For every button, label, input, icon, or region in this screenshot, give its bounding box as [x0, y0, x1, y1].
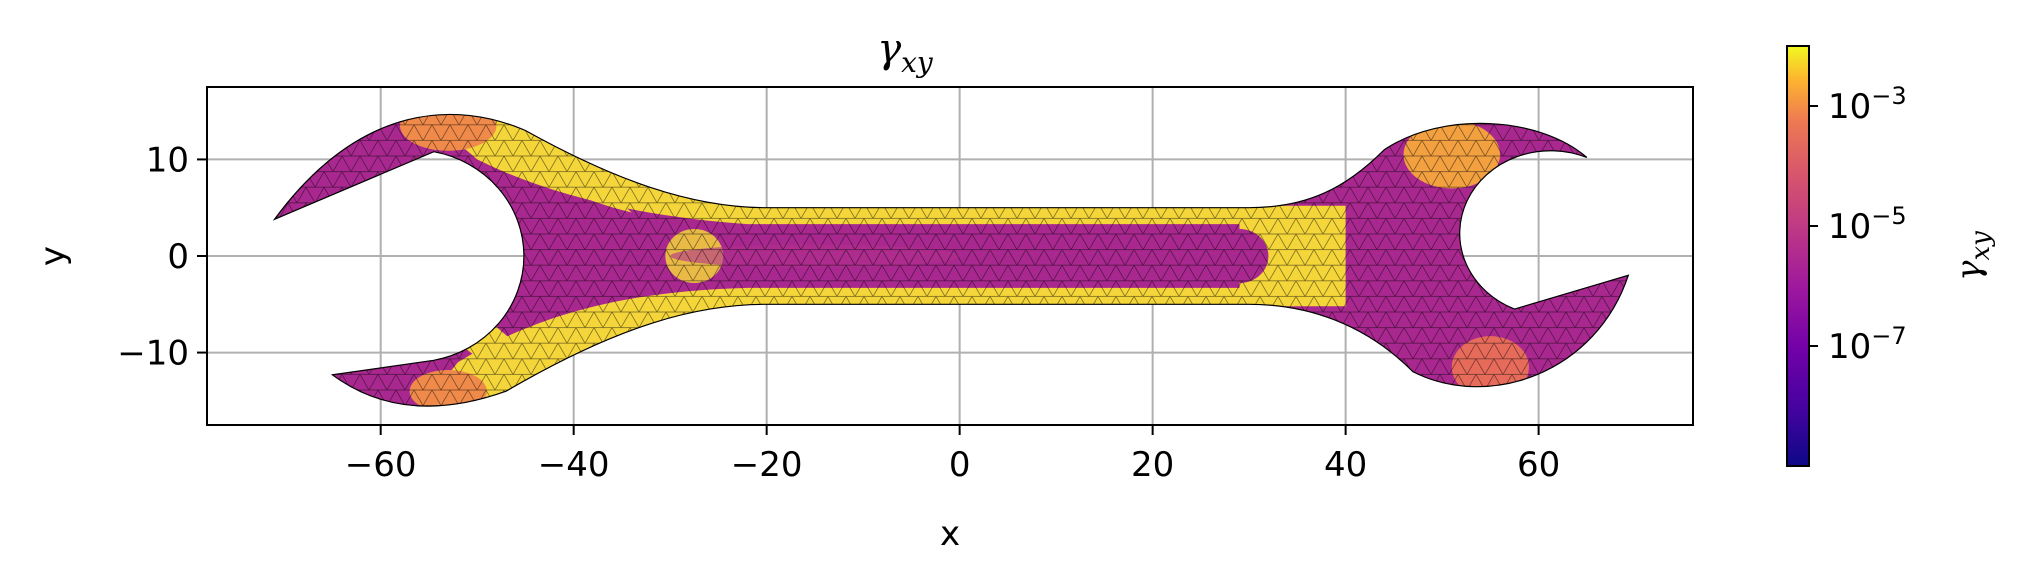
x-tick-label-1: −40	[538, 445, 610, 485]
colorbar-tick-label-0: 10−3	[1828, 82, 1907, 127]
chart-title: γxy	[877, 26, 934, 79]
x-tick-label-0: −60	[345, 445, 417, 485]
y-tick-label-1: 0	[167, 237, 189, 277]
x-tick-label-4: 20	[1131, 445, 1174, 485]
colorbar-ticks: 10−3 10−5 10−7	[1809, 82, 1907, 367]
x-tick-label-6: 60	[1517, 445, 1560, 485]
wrench-outline	[272, 113, 1630, 407]
colorbar-tick-label-2: 10−7	[1828, 322, 1907, 367]
y-axis-ticks: −10 0 10	[117, 140, 207, 374]
colorbar: 10−3 10−5 10−7 γxy	[1786, 45, 1996, 467]
y-tick-label-2: 10	[146, 140, 189, 180]
x-tick-label-5: 40	[1324, 445, 1367, 485]
y-axis-label: y	[33, 246, 73, 266]
colorbar-tick-label-1: 10−5	[1828, 202, 1907, 247]
x-axis-ticks: −60 −40 −20 0 20 40 60	[345, 425, 1560, 485]
plot-area: −60 −40 −20 0 20 40 60 −10 0 10	[117, 86, 1694, 485]
colorbar-label: γxy	[1949, 231, 1996, 281]
x-tick-label-2: −20	[731, 445, 803, 485]
x-tick-label-3: 0	[949, 445, 971, 485]
colorbar-gradient-bar	[1786, 45, 1810, 467]
x-axis-label: x	[940, 514, 960, 554]
y-tick-label-0: −10	[117, 334, 189, 374]
